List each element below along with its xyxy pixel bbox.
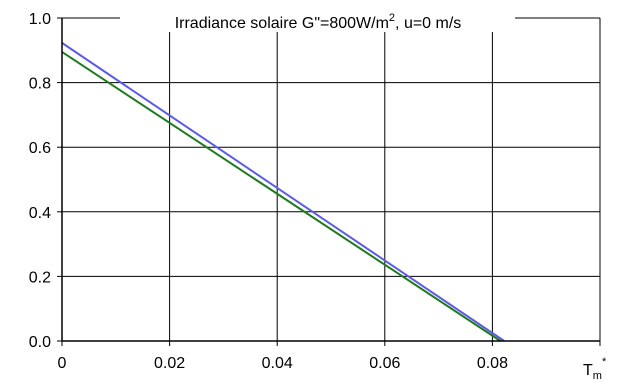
x-axis-label: Tm*: [583, 356, 607, 381]
tick-labels: 0 0.02 0.04 0.06 0.08 0.0 0.2 0.4 0.6 0.8 1.0: [29, 11, 508, 372]
x-tick-label: 0.08: [477, 355, 508, 372]
y-tick-label: 0.0: [29, 334, 51, 351]
chart-title: Irradiance solaire G"=800W/m2, u=0 m/s: [175, 12, 462, 32]
x-tick-label: 0.04: [262, 355, 293, 372]
x-tick-label: 0: [58, 355, 67, 372]
title-background: [120, 8, 515, 32]
y-tick-label: 0.8: [29, 76, 51, 93]
series-lines: [61, 42, 505, 342]
x-tick-label: 0.02: [154, 355, 185, 372]
y-tick-label: 0.6: [29, 140, 51, 157]
y-tick-label: 1.0: [29, 11, 51, 28]
series-line-2: [61, 51, 502, 342]
series-line-1: [61, 42, 505, 342]
x-tick-label: 0.06: [369, 355, 400, 372]
y-tick-label: 0.2: [29, 269, 51, 286]
grid: [62, 17, 601, 341]
y-tick-label: 0.4: [29, 205, 51, 222]
axes: [57, 17, 601, 346]
